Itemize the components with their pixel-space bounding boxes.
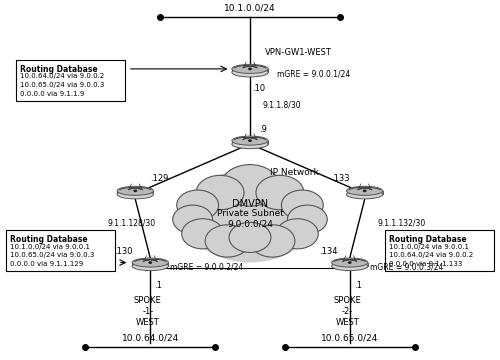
Text: 10.1.0.0/24 via 9.0.0.1: 10.1.0.0/24 via 9.0.0.1 [388,244,468,249]
Text: 10.0.64.0/24 via 9.0.0.2: 10.0.64.0/24 via 9.0.0.2 [20,73,104,79]
Text: SPOKE
-2-
WEST: SPOKE -2- WEST [334,296,361,327]
Text: 9.1.1.8/30: 9.1.1.8/30 [262,100,301,109]
Ellipse shape [232,64,268,73]
Ellipse shape [232,68,268,77]
Text: 9.1.1.128/30: 9.1.1.128/30 [108,219,156,228]
Circle shape [362,189,366,192]
Text: mGRE = 9.0.0.1/24: mGRE = 9.0.0.1/24 [278,70,350,79]
FancyBboxPatch shape [232,141,268,146]
Text: 10.0.65.0/24: 10.0.65.0/24 [321,333,378,342]
Circle shape [229,222,271,252]
Text: DMVPN: DMVPN [232,199,268,210]
Ellipse shape [117,186,154,195]
Ellipse shape [346,190,383,199]
Text: .9: .9 [259,125,267,134]
Circle shape [196,175,244,210]
Text: 10.1.0.0/24: 10.1.0.0/24 [224,4,276,13]
Text: .1: .1 [154,281,162,290]
Ellipse shape [117,190,154,199]
Text: 10.0.65.0/24 via 9.0.0.3: 10.0.65.0/24 via 9.0.0.3 [10,252,94,258]
Circle shape [256,175,304,210]
Ellipse shape [232,140,268,149]
Text: Routing Database: Routing Database [20,64,98,73]
Text: IP Network: IP Network [270,168,320,177]
Text: 10.0.64.0/24: 10.0.64.0/24 [122,333,179,342]
Circle shape [288,205,328,234]
Text: 10.0.65.0/24 via 9.0.0.3: 10.0.65.0/24 via 9.0.0.3 [20,82,104,88]
Circle shape [348,261,352,264]
Circle shape [176,190,218,220]
FancyBboxPatch shape [332,262,368,268]
FancyBboxPatch shape [132,262,168,268]
FancyBboxPatch shape [6,230,116,271]
Text: .1: .1 [354,281,362,290]
Text: Routing Database: Routing Database [388,235,466,244]
Text: 0.0.0.0 via 9.1.1.133: 0.0.0.0 via 9.1.1.133 [388,261,462,267]
Text: mGRE = 9.0.0.3/24: mGRE = 9.0.0.3/24 [370,262,443,271]
Circle shape [248,139,252,142]
Text: 0.0.0.0 via 9.1.1.9: 0.0.0.0 via 9.1.1.9 [20,91,84,96]
Text: 9.1.1.132/30: 9.1.1.132/30 [377,219,426,228]
Text: .10: .10 [252,85,266,94]
Ellipse shape [332,262,368,271]
FancyBboxPatch shape [384,230,494,271]
Text: 0.0.0.0 via 9.1.1.129: 0.0.0.0 via 9.1.1.129 [10,261,83,267]
Text: .130: .130 [114,247,133,256]
Text: 10.0.64.0/24 via 9.0.0.2: 10.0.64.0/24 via 9.0.0.2 [388,252,473,258]
Ellipse shape [232,136,268,145]
Circle shape [250,225,295,257]
Circle shape [248,67,252,70]
Text: Private Subnet: Private Subnet [216,209,284,218]
Ellipse shape [346,186,383,195]
Circle shape [205,225,250,257]
Text: 10.1.0.0/24 via 9.0.0.1: 10.1.0.0/24 via 9.0.0.1 [10,244,90,249]
Text: Routing Database: Routing Database [10,235,88,244]
Ellipse shape [132,262,168,271]
Circle shape [276,219,318,249]
FancyBboxPatch shape [117,191,154,196]
FancyBboxPatch shape [232,69,268,75]
Circle shape [182,219,224,249]
Text: VPN-GW1-WEST: VPN-GW1-WEST [265,48,332,57]
Text: .133: .133 [331,174,349,183]
Text: .129: .129 [150,174,168,183]
Ellipse shape [132,258,168,267]
Circle shape [221,165,279,206]
Ellipse shape [332,258,368,267]
Circle shape [172,205,212,234]
FancyBboxPatch shape [346,191,383,196]
Circle shape [185,169,315,262]
Text: SPOKE
-1-
WEST: SPOKE -1- WEST [134,296,162,327]
Circle shape [134,189,138,192]
Circle shape [148,261,152,264]
Text: 9.0.0.0/24: 9.0.0.0/24 [227,219,273,228]
Text: .134: .134 [319,247,338,256]
FancyBboxPatch shape [16,60,126,101]
Text: mGRE = 9.0.0.2/24: mGRE = 9.0.0.2/24 [170,262,244,271]
Circle shape [282,190,324,220]
